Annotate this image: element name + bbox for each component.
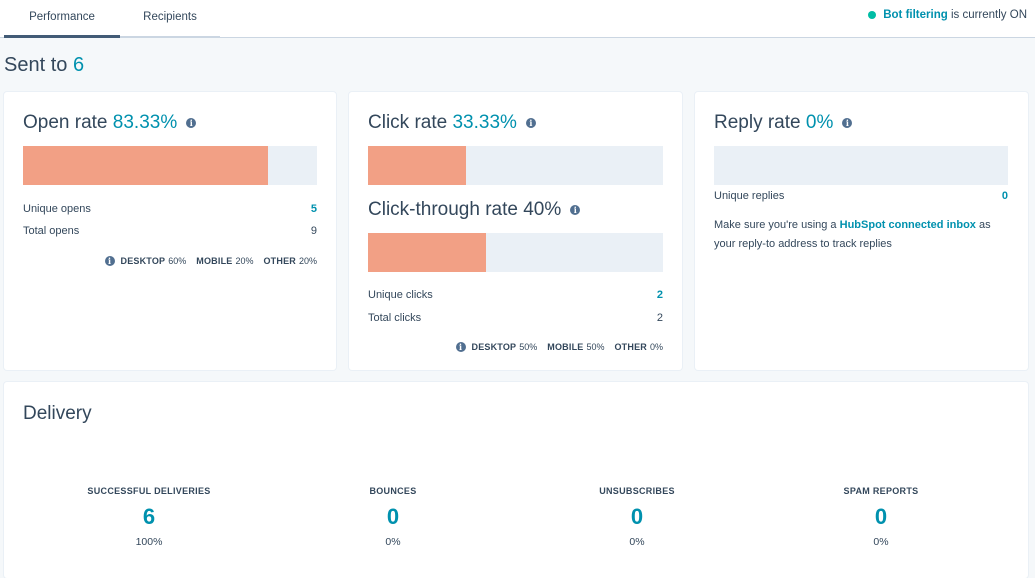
desktop-label: DESKTOP: [471, 342, 517, 352]
spam-reports-pct: 0%: [873, 536, 889, 548]
info-icon[interactable]: i: [104, 256, 115, 266]
reply-rate-bar: [714, 146, 1008, 185]
desktop-pct: 60%: [168, 256, 187, 266]
unique-replies-label: Unique replies: [714, 190, 785, 202]
desktop-pct: 50%: [519, 342, 538, 352]
mobile-label: MOBILE: [547, 342, 584, 352]
other-label: OTHER: [614, 342, 647, 352]
bot-filtering-link[interactable]: Bot filtering: [883, 9, 948, 21]
delivery-label: Delivery: [23, 403, 92, 424]
tab-performance[interactable]: Performance: [4, 0, 120, 38]
unique-replies-value[interactable]: 0: [1001, 190, 1008, 202]
total-clicks-label: Total clicks: [368, 312, 422, 324]
status-dot-icon: [868, 11, 877, 19]
delivery-stat-unsubscribes: UNSUBSCRIBES 0 0%: [557, 486, 717, 548]
delivery-stat-spam-reports: SPAM REPORTS 0 0%: [801, 486, 961, 548]
reply-rate-value[interactable]: 0%: [805, 112, 834, 133]
bounces-value[interactable]: 0: [386, 504, 400, 529]
spam-reports-label: SPAM REPORTS: [843, 486, 919, 496]
open-rate-title: Open rate 83.33% i: [23, 112, 197, 134]
other-pct: 0%: [649, 342, 663, 352]
open-device-breakdown: i DESKTOP 60% MOBILE 20% OTHER 20%: [104, 256, 317, 266]
delivery-stat-bounces: BOUNCES 0 0%: [313, 486, 473, 548]
other-label: OTHER: [263, 256, 296, 266]
click-rate-value[interactable]: 33.33%: [452, 112, 517, 133]
desktop-label: DESKTOP: [120, 256, 166, 266]
unique-clicks-value[interactable]: 2: [656, 289, 663, 301]
info-icon[interactable]: i: [570, 205, 581, 215]
unique-clicks-label: Unique clicks: [368, 289, 433, 301]
info-icon[interactable]: i: [186, 118, 197, 128]
click-through-rate-label: Click-through rate 40%: [368, 199, 562, 220]
sent-to-count[interactable]: 6: [72, 54, 85, 76]
total-opens-label: Total opens: [23, 225, 80, 237]
bot-filtering-text: is currently ON: [950, 9, 1027, 21]
sent-to-label: Sent to: [4, 54, 68, 76]
delivery-stat-successful: SUCCESSFUL DELIVERIES 6 100%: [69, 486, 229, 548]
bounces-pct: 0%: [385, 536, 401, 548]
info-icon[interactable]: i: [842, 118, 853, 128]
unsubscribes-pct: 0%: [629, 536, 645, 548]
top-tab-bar: Performance Recipients Bot filtering is …: [0, 0, 1035, 38]
open-rate-card: Open rate 83.33% i Unique opens 5 Total …: [4, 92, 336, 370]
unsubscribes-value[interactable]: 0: [630, 504, 644, 529]
info-icon[interactable]: i: [455, 342, 466, 352]
total-opens-value: 9: [310, 225, 317, 237]
click-device-breakdown: i DESKTOP 50% MOBILE 50% OTHER 0%: [455, 342, 663, 352]
hubspot-connected-inbox-link[interactable]: HubSpot connected inbox: [839, 219, 976, 231]
unsubscribes-label: UNSUBSCRIBES: [599, 486, 675, 496]
unique-opens-label: Unique opens: [23, 203, 91, 215]
successful-deliveries-label: SUCCESSFUL DELIVERIES: [87, 486, 211, 496]
mobile-pct: 50%: [586, 342, 605, 352]
mobile-label: MOBILE: [196, 256, 233, 266]
tab-recipients[interactable]: Recipients: [120, 0, 220, 38]
open-rate-bar-fill: [23, 146, 268, 185]
click-through-rate-bar-fill: [368, 233, 486, 272]
total-clicks-value: 2: [656, 312, 663, 324]
click-rate-card: Click rate 33.33% i Click-through rate 4…: [349, 92, 682, 370]
reply-tracking-note: Make sure you're using a HubSpot connect…: [714, 216, 1014, 254]
click-through-rate-title: Click-through rate 40% i: [368, 199, 581, 221]
info-icon[interactable]: i: [525, 118, 536, 128]
delivery-title: Delivery: [23, 403, 92, 425]
mobile-pct: 20%: [235, 256, 254, 266]
sent-to-heading: Sent to 6: [4, 54, 84, 77]
open-rate-label: Open rate: [23, 112, 108, 133]
bot-filtering-status: Bot filtering is currently ON: [868, 9, 1027, 21]
other-pct: 20%: [298, 256, 317, 266]
click-rate-title: Click rate 33.33% i: [368, 112, 536, 134]
open-rate-bar: [23, 146, 317, 185]
reply-rate-title: Reply rate 0% i: [714, 112, 853, 134]
click-rate-bar: [368, 146, 663, 185]
reply-note-text: Make sure you're using a: [714, 219, 837, 231]
bounces-label: BOUNCES: [369, 486, 417, 496]
successful-deliveries-value[interactable]: 6: [142, 504, 156, 529]
reply-rate-label: Reply rate: [714, 112, 801, 133]
successful-deliveries-pct: 100%: [135, 536, 163, 548]
reply-rate-card: Reply rate 0% i Unique replies 0 Make su…: [695, 92, 1028, 370]
spam-reports-value[interactable]: 0: [874, 504, 888, 529]
click-rate-label: Click rate: [368, 112, 448, 133]
reply-note-text-end: as your reply-to address to track replie…: [714, 219, 991, 250]
click-through-rate-bar: [368, 233, 663, 272]
open-rate-value[interactable]: 83.33%: [112, 112, 178, 133]
click-rate-bar-fill: [368, 146, 467, 185]
unique-opens-value[interactable]: 5: [310, 203, 317, 215]
delivery-card: Delivery SUCCESSFUL DELIVERIES 6 100% BO…: [4, 382, 1028, 578]
